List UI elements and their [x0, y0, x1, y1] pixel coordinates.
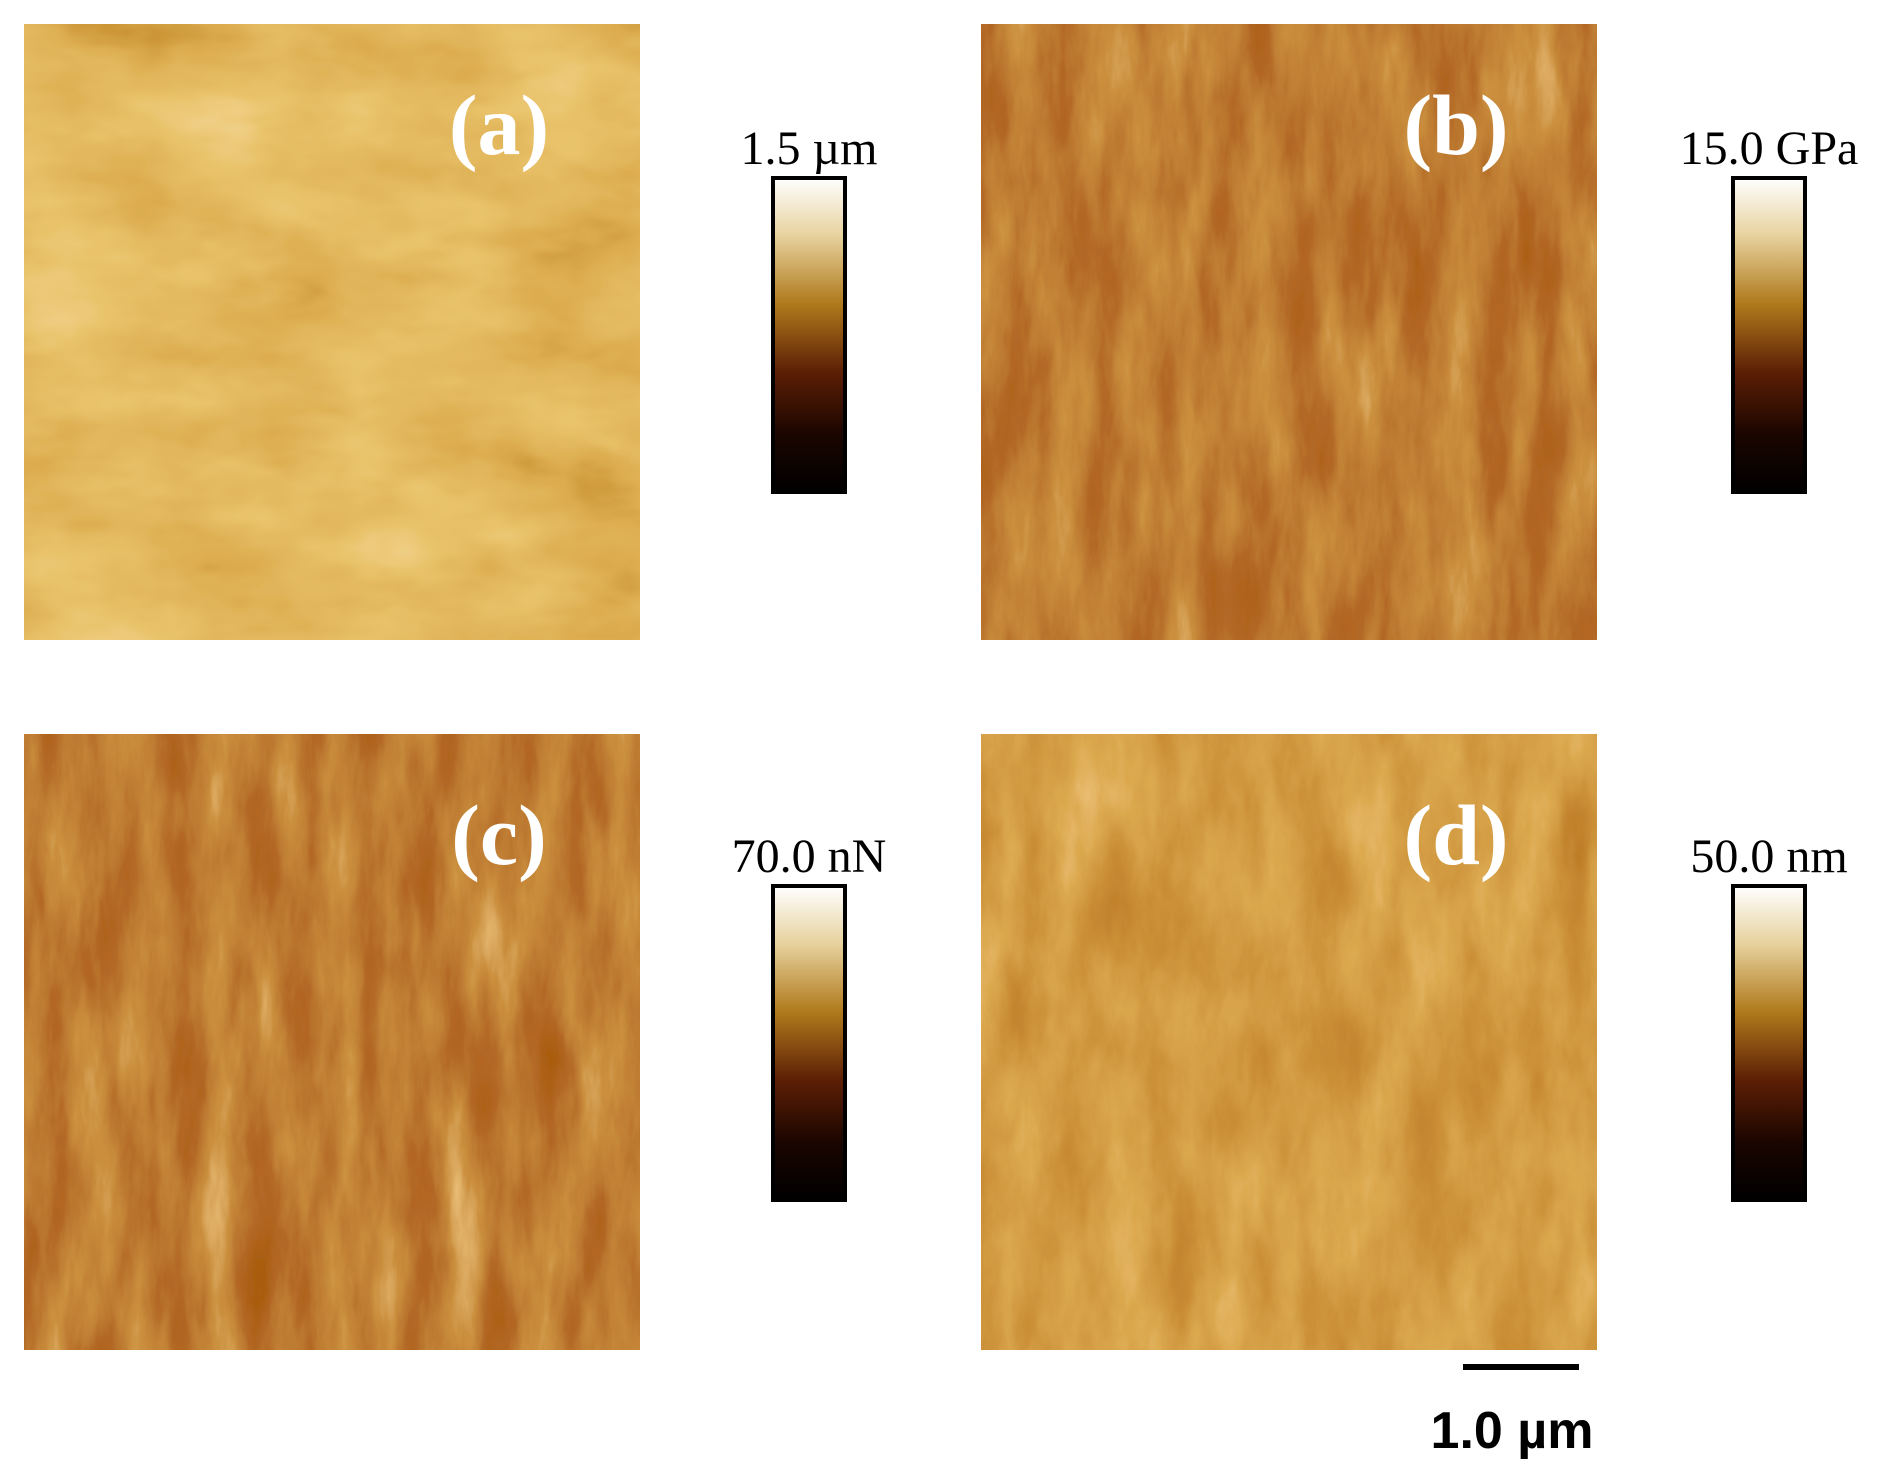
scale-bar-label: 1.0 µm: [1431, 1402, 1594, 1460]
colorbar-max-label: 70.0 nN: [732, 830, 887, 883]
afm-image: [981, 24, 1597, 640]
colorbar: [771, 884, 847, 1202]
colorbar-max-label: 15.0 GPa: [1680, 122, 1859, 175]
panels: (a) 1.5 µm (b) 15.0 GPa (c) 70.0 nN (d) 50.0 nm: [24, 24, 1858, 1350]
afm-image: [981, 734, 1597, 1350]
colorbar-max-label: 50.0 nm: [1690, 830, 1847, 883]
afm-image: [24, 734, 640, 1350]
panel-label: (a): [449, 77, 549, 173]
colorbar: [1731, 176, 1807, 494]
colorbar-max-label: 1.5 µm: [741, 122, 878, 175]
panel-label: (d): [1403, 787, 1508, 883]
afm-image: [24, 24, 640, 640]
panel-label: (c): [451, 787, 546, 883]
colorbar: [771, 176, 847, 494]
panel-label: (b): [1403, 77, 1508, 173]
colorbar: [1731, 884, 1807, 1202]
